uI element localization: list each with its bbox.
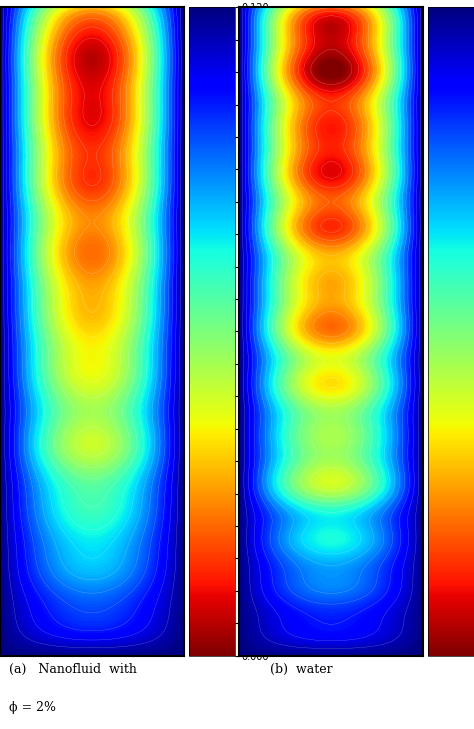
Text: ϕ = 2%: ϕ = 2% [9, 701, 56, 714]
Text: (a)   Nanofluid  with: (a) Nanofluid with [9, 663, 137, 676]
Text: (b)  water: (b) water [270, 663, 333, 676]
